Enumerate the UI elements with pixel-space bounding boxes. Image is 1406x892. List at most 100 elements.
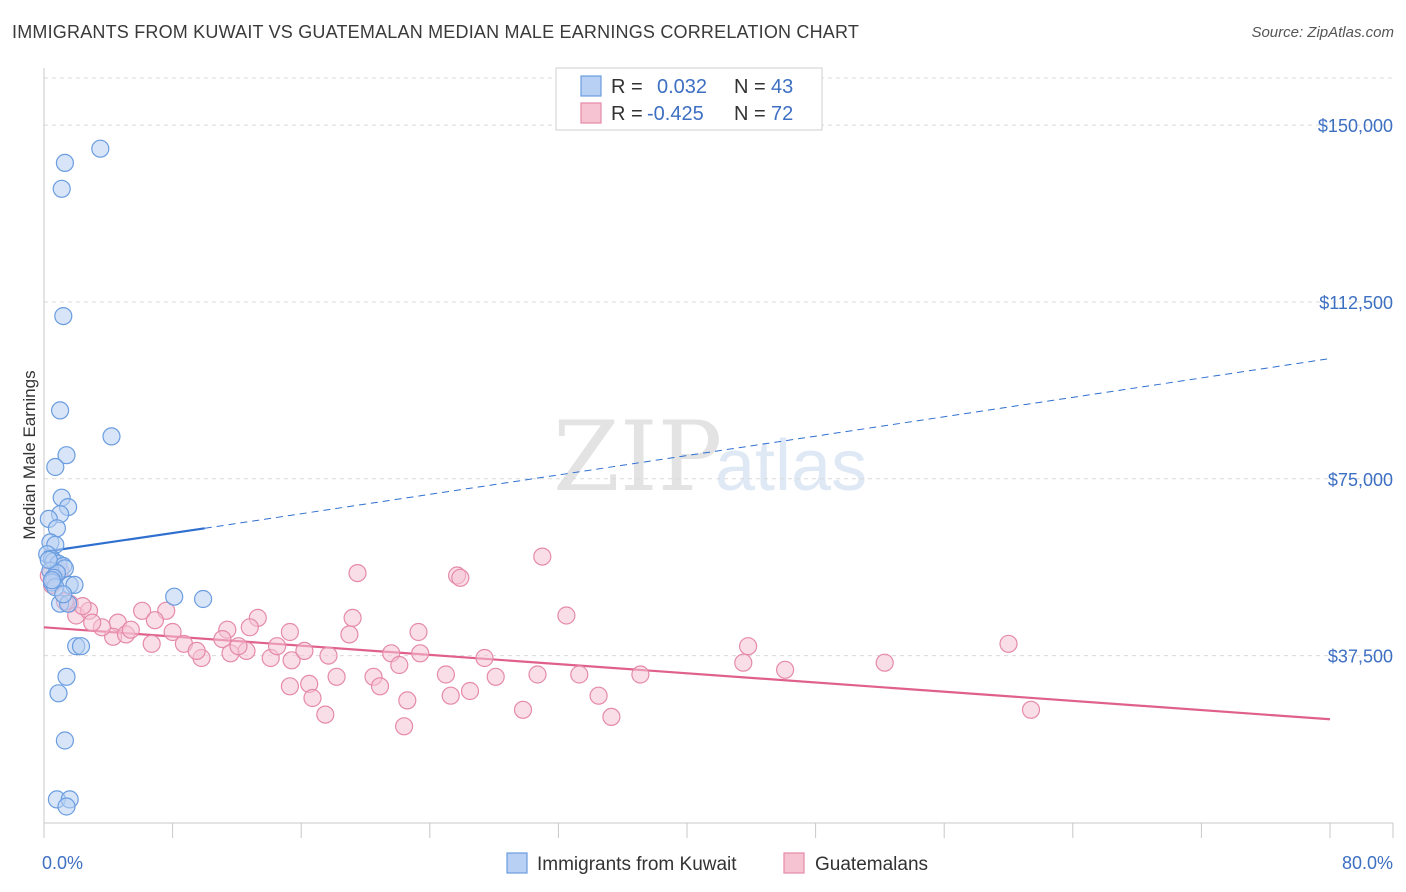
y-tick-label-0: $37,500 bbox=[1328, 647, 1393, 667]
point-guatemalans-41 bbox=[390, 655, 409, 675]
point-guatemalans-64 bbox=[513, 700, 533, 719]
point-guatemalans-1 bbox=[348, 563, 367, 583]
point-guatemalans-15 bbox=[121, 620, 140, 639]
point-kuwait-7 bbox=[46, 457, 65, 477]
point-guatemalans-71 bbox=[327, 667, 346, 686]
series-legend: Immigrants from Kuwait Guatemalans bbox=[506, 852, 928, 875]
point-guatemalans-21 bbox=[240, 618, 259, 637]
point-guatemalans-58 bbox=[316, 705, 335, 724]
point-kuwait-28 bbox=[165, 587, 184, 606]
point-guatemalans-46 bbox=[528, 665, 547, 684]
y-tick-label-3: $150,000 bbox=[1318, 116, 1393, 136]
point-guatemalans-60 bbox=[398, 691, 417, 710]
point-kuwait-35 bbox=[49, 684, 68, 703]
watermark-zip: ZIP bbox=[553, 401, 722, 513]
legend-swatch-kuwait bbox=[580, 75, 602, 97]
legend-r-value-kuwait: 0.032 bbox=[657, 76, 707, 98]
point-guatemalans-57 bbox=[303, 688, 322, 708]
point-guatemalans-48 bbox=[631, 665, 650, 684]
point-guatemalans-42 bbox=[411, 644, 430, 663]
point-kuwait-5 bbox=[102, 427, 121, 446]
bottom-legend-label-kuwait: Immigrants from Kuwait bbox=[537, 854, 737, 875]
point-guatemalans-22 bbox=[280, 622, 299, 642]
point-guatemalans-61 bbox=[395, 717, 414, 736]
point-guatemalans-47 bbox=[570, 665, 589, 684]
point-guatemalans-27 bbox=[557, 606, 576, 625]
point-guatemalans-18 bbox=[163, 622, 182, 642]
legend-n-label-guatemalans: N = bbox=[734, 103, 766, 125]
point-guatemalans-38 bbox=[295, 641, 314, 661]
point-guatemalans-49 bbox=[734, 653, 753, 672]
bottom-legend-label-guatemalans: Guatemalans bbox=[815, 854, 928, 875]
point-guatemalans-55 bbox=[280, 677, 299, 696]
point-kuwait-3 bbox=[54, 307, 73, 326]
point-guatemalans-23 bbox=[340, 625, 359, 644]
point-guatemalans-12 bbox=[133, 601, 152, 620]
y-tick-label-1: $75,000 bbox=[1328, 470, 1393, 490]
x-tick-labels: 0.0% 80.0% bbox=[42, 853, 1393, 873]
point-guatemalans-3 bbox=[451, 568, 470, 587]
point-guatemalans-65 bbox=[589, 686, 608, 705]
point-guatemalans-44 bbox=[475, 648, 494, 668]
point-guatemalans-70 bbox=[187, 641, 206, 661]
point-guatemalans-39 bbox=[319, 646, 338, 665]
legend-r-label-kuwait: R = bbox=[611, 76, 643, 98]
watermark: ZIP atlas bbox=[553, 401, 867, 513]
y-axis-label: Median Male Earnings bbox=[20, 370, 39, 539]
point-kuwait-39 bbox=[57, 797, 76, 816]
trend-lines bbox=[43, 358, 1331, 721]
trend-line-kuwait-dashed bbox=[204, 358, 1331, 529]
chart-title: IMMIGRANTS FROM KUWAIT VS GUATEMALAN MED… bbox=[12, 22, 860, 42]
data-points bbox=[38, 139, 1041, 816]
grid bbox=[44, 77, 1393, 657]
y-tick-labels: $37,500 $75,000 $112,500 $150,000 bbox=[1318, 116, 1393, 666]
y-tick-label-2: $112,500 bbox=[1319, 293, 1393, 313]
point-kuwait-42 bbox=[42, 571, 62, 590]
point-guatemalans-36 bbox=[282, 651, 301, 670]
point-guatemalans-34 bbox=[229, 637, 248, 656]
legend-n-value-guatemalans: 72 bbox=[771, 103, 793, 125]
point-guatemalans-52 bbox=[875, 653, 894, 672]
point-kuwait-4 bbox=[50, 401, 70, 420]
point-guatemalans-29 bbox=[142, 634, 161, 653]
point-kuwait-6 bbox=[57, 446, 76, 465]
x-tick-label-0: 0.0% bbox=[42, 853, 83, 873]
point-guatemalans-14 bbox=[145, 611, 164, 630]
point-guatemalans-0 bbox=[533, 547, 552, 566]
trend-line-kuwait-solid bbox=[43, 527, 205, 553]
bottom-legend-swatch-guatemalans bbox=[783, 852, 805, 874]
point-guatemalans-37 bbox=[268, 637, 287, 656]
source-label: Source: ZipAtlas.com bbox=[1251, 24, 1394, 41]
point-kuwait-41 bbox=[39, 550, 58, 570]
point-kuwait-33 bbox=[71, 637, 91, 656]
point-guatemalans-63 bbox=[460, 681, 480, 701]
point-guatemalans-17 bbox=[83, 613, 102, 632]
legend-n-value-kuwait: 43 bbox=[771, 76, 793, 98]
point-kuwait-0 bbox=[91, 139, 110, 158]
point-guatemalans-59 bbox=[370, 677, 390, 696]
point-guatemalans-50 bbox=[738, 637, 758, 656]
point-kuwait-34 bbox=[57, 667, 76, 686]
point-guatemalans-24 bbox=[343, 608, 362, 628]
legend-n-label-kuwait: N = bbox=[734, 76, 766, 98]
point-guatemalans-62 bbox=[441, 686, 460, 705]
legend-swatch-guatemalans bbox=[580, 102, 602, 124]
point-guatemalans-51 bbox=[775, 660, 795, 679]
point-guatemalans-25 bbox=[409, 622, 428, 642]
point-kuwait-1 bbox=[55, 153, 75, 172]
bottom-legend-swatch-kuwait bbox=[506, 852, 528, 874]
watermark-atlas: atlas bbox=[715, 426, 867, 506]
axes bbox=[43, 68, 1394, 838]
point-kuwait-40 bbox=[54, 585, 73, 604]
x-tick-label-1: 80.0% bbox=[1342, 853, 1393, 873]
point-kuwait-2 bbox=[52, 179, 71, 198]
trend-line-guatemalans bbox=[43, 626, 1331, 721]
point-guatemalans-43 bbox=[436, 665, 455, 684]
legend-r-label-guatemalans: R = bbox=[611, 103, 643, 125]
point-kuwait-36 bbox=[55, 731, 75, 750]
point-kuwait-29 bbox=[194, 589, 213, 609]
point-guatemalans-53 bbox=[999, 634, 1018, 653]
point-guatemalans-32 bbox=[213, 629, 232, 649]
point-guatemalans-54 bbox=[1021, 700, 1041, 719]
